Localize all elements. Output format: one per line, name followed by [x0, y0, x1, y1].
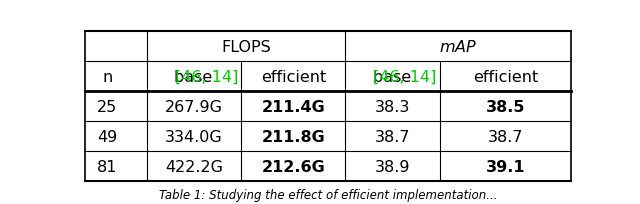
Text: 211.8G: 211.8G	[261, 129, 325, 144]
Text: 49: 49	[97, 129, 117, 144]
Text: [46, 14]: [46, 14]	[175, 70, 238, 85]
Text: n: n	[102, 70, 113, 85]
Text: FLOPS: FLOPS	[221, 40, 271, 55]
Text: 334.0G: 334.0G	[165, 129, 223, 144]
Text: 212.6G: 212.6G	[261, 159, 325, 174]
Text: 38.5: 38.5	[486, 100, 525, 114]
Text: efficient: efficient	[260, 70, 326, 85]
Text: 25: 25	[97, 100, 117, 114]
Text: 81: 81	[97, 159, 118, 174]
Text: $mAP$: $mAP$	[439, 39, 477, 55]
Text: efficient: efficient	[473, 70, 538, 85]
Text: base: base	[174, 70, 218, 85]
Text: 38.3: 38.3	[375, 100, 410, 114]
Text: 38.7: 38.7	[488, 129, 523, 144]
Text: 267.9G: 267.9G	[165, 100, 223, 114]
Text: base: base	[372, 70, 416, 85]
Text: 39.1: 39.1	[486, 159, 525, 174]
Text: 211.4G: 211.4G	[261, 100, 325, 114]
Text: [46, 14]: [46, 14]	[373, 70, 436, 85]
Text: 38.7: 38.7	[375, 129, 410, 144]
Text: 422.2G: 422.2G	[165, 159, 223, 174]
Text: 38.9: 38.9	[375, 159, 410, 174]
Text: Table 1: Studying the effect of efficient implementation...: Table 1: Studying the effect of efficien…	[159, 188, 497, 201]
